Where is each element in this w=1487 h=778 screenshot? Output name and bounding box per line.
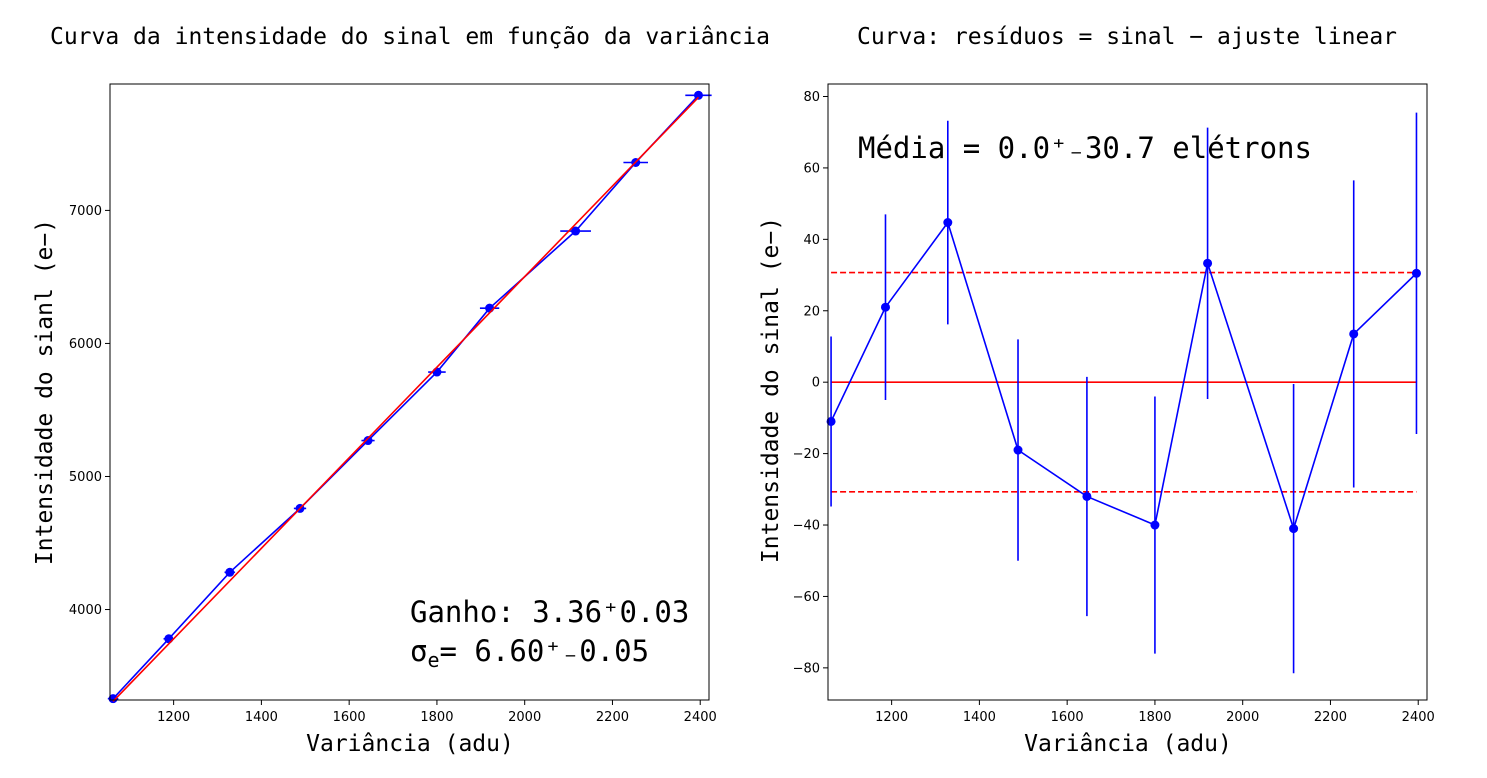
right-x-tick-label: 1800 <box>1138 710 1171 725</box>
left-y-tick-label: 4000 <box>69 603 102 618</box>
left-y-axis-label: Intensidade do sianl (e−) <box>32 219 58 565</box>
left-x-axis-label: Variância (adu) <box>306 731 514 757</box>
right-y-tick-label: −80 <box>793 661 820 676</box>
left-fit-line <box>112 96 700 702</box>
left-y-tick-label: 6000 <box>69 337 102 352</box>
right-y-axis-label: Intensidade do sinal (e−) <box>758 217 784 563</box>
right-x-tick-label: 1600 <box>1051 710 1084 725</box>
left-data-line <box>112 94 700 700</box>
right-annotation-mean: Média = 0.0⁺₋30.7 elétrons <box>858 131 1312 165</box>
right-data-point <box>1203 258 1213 268</box>
right-data-point <box>1013 445 1023 455</box>
right-data-point <box>1150 520 1160 530</box>
right-x-axis-label: Variância (adu) <box>1024 731 1232 757</box>
left-x-tick-label: 2200 <box>596 710 629 725</box>
right-y-tick-label: 80 <box>803 90 820 105</box>
left-annotation-sigma: σe= 6.60⁺₋0.05 <box>410 634 649 672</box>
left-plot-frame <box>109 83 710 701</box>
left-x-tick-label: 1400 <box>245 710 278 725</box>
right-data-point <box>1289 524 1299 534</box>
left-data-point <box>571 226 581 236</box>
right-x-tick-label: 2400 <box>1402 710 1435 725</box>
right-data-point <box>1082 491 1092 501</box>
right-chart-title: Curva: resíduos = sinal − ajuste linear <box>857 24 1397 50</box>
left-data-point <box>432 367 442 377</box>
left-x-tick-label: 1800 <box>420 710 453 725</box>
right-x-tick-label: 1400 <box>963 710 996 725</box>
right-data-point <box>1349 329 1359 339</box>
right-y-tick-label: 20 <box>803 304 820 319</box>
right-y-tick-label: 40 <box>803 233 820 248</box>
right-x-tick-label: 2200 <box>1314 710 1347 725</box>
left-data-point <box>363 436 373 446</box>
right-y-tick-label: −60 <box>793 590 820 605</box>
left-chart: Curva da intensidade do sinal em função … <box>32 24 770 757</box>
right-x-tick-label: 1200 <box>875 710 908 725</box>
left-y-tick-label: 5000 <box>69 470 102 485</box>
right-data-point <box>880 302 890 312</box>
right-y-tick-label: −20 <box>793 447 820 462</box>
left-annotation-gain: Ganho: 3.36⁺0.03 <box>410 595 689 629</box>
left-chart-title: Curva da intensidade do sinal em função … <box>50 24 770 50</box>
left-data-point <box>108 694 118 704</box>
right-chart: Curva: resíduos = sinal − ajuste linear … <box>758 24 1435 757</box>
right-data-point <box>1411 268 1421 278</box>
right-y-tick-label: −40 <box>793 519 820 534</box>
left-data-point <box>693 90 703 100</box>
right-data-point <box>826 416 836 426</box>
left-x-tick-label: 1600 <box>333 710 366 725</box>
left-x-tick-label: 1200 <box>157 710 190 725</box>
right-x-tick-label: 2000 <box>1226 710 1259 725</box>
left-x-tick-label: 2000 <box>508 710 541 725</box>
right-y-tick-label: 60 <box>803 161 820 176</box>
left-x-tick-label: 2400 <box>684 710 717 725</box>
left-y-tick-label: 7000 <box>69 204 102 219</box>
left-data-point <box>225 567 235 577</box>
left-data-point <box>164 634 174 644</box>
right-y-tick-label: 0 <box>812 376 820 391</box>
right-plot-frame <box>827 83 1428 701</box>
right-data-point <box>943 218 953 228</box>
left-data-point <box>485 303 495 313</box>
right-data-line <box>830 220 1418 532</box>
